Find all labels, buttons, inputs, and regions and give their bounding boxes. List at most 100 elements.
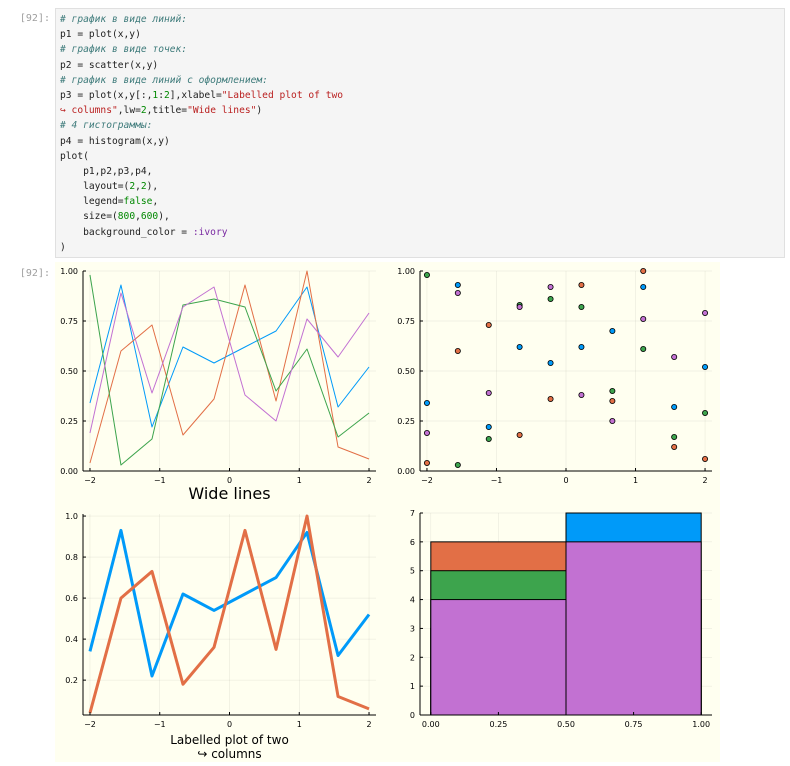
scatter-point xyxy=(547,283,554,290)
scatter-point xyxy=(578,304,585,311)
y-tick-label: 2 xyxy=(410,653,415,662)
scatter-point xyxy=(671,403,678,410)
code-line: p1 = plot(x,y) xyxy=(60,27,343,42)
y-tick-label: 1.0 xyxy=(65,512,78,521)
y-tick-label: 0.6 xyxy=(65,594,78,603)
code-token: 800 xyxy=(117,211,136,223)
code-token: size=( xyxy=(60,211,118,223)
y-tick-label: 4 xyxy=(410,596,415,605)
y-tick-label: 0.8 xyxy=(65,553,78,562)
scatter-point xyxy=(609,417,616,424)
y-tick-label: 1 xyxy=(410,682,415,691)
scatter-point xyxy=(640,268,647,274)
code-line: p3 = plot(x,y[:,1:2],xlabel="Labelled pl… xyxy=(60,88,343,103)
code-line: ↪ columns",lw=2,title="Wide lines") xyxy=(60,103,343,118)
y-tick-label: 5 xyxy=(410,567,415,576)
subplot-4 xyxy=(419,512,712,716)
scatter-point xyxy=(423,399,430,406)
scatter-point xyxy=(640,316,647,323)
y-tick-label: 0.2 xyxy=(65,676,78,685)
code-line: size=(800,600), xyxy=(60,209,343,224)
x-tick-label: 1 xyxy=(633,476,638,485)
code-line: # график в виде точек: xyxy=(60,42,343,57)
scatter-point xyxy=(547,395,554,402)
scatter-point xyxy=(702,310,709,317)
x-tick-label: 0.75 xyxy=(625,720,643,729)
x-tick-label: −1 xyxy=(154,720,166,729)
scatter-point xyxy=(423,459,430,466)
y-tick-label: 0.25 xyxy=(60,417,78,426)
code-token: ↪ columns" xyxy=(60,105,118,117)
code-editor[interactable]: # график в виде линий: p1 = plot(x,y) # гр… xyxy=(60,12,343,255)
output-prompt: [92]: xyxy=(19,268,50,279)
scatter-point xyxy=(640,346,647,353)
y-tick-label: 0.00 xyxy=(397,467,415,476)
y-tick-label: 0.75 xyxy=(397,317,415,326)
code-token: legend= xyxy=(60,196,124,208)
code-cell[interactable]: # график в виде линий: p1 = plot(x,y) # гр… xyxy=(55,8,785,258)
subplot-1 xyxy=(82,270,376,472)
series-line xyxy=(88,514,370,714)
x-tick-label: 0 xyxy=(227,476,232,485)
code-token: layout=( xyxy=(60,181,130,193)
series-line xyxy=(89,286,370,434)
series-line xyxy=(89,274,370,466)
code-line: # график в виде линий с оформлением: xyxy=(60,73,343,88)
code-token: "Wide lines" xyxy=(187,105,257,117)
code-token: background_color = xyxy=(60,226,193,238)
code-line: p1,p2,p3,p4, xyxy=(60,164,343,179)
code-token: "Labelled plot of two xyxy=(221,89,344,101)
x-tick-label: 1.00 xyxy=(692,720,710,729)
code-line: p4 = histogram(x,y) xyxy=(60,134,343,149)
code-line: legend=false, xyxy=(60,194,343,209)
code-token: 2 xyxy=(140,181,147,193)
code-line: plot( xyxy=(60,149,343,164)
scatter-point xyxy=(609,397,616,404)
code-token: , xyxy=(135,181,141,193)
code-token: # график в виде точек: xyxy=(60,44,188,56)
code-line: # 4 гистограммы: xyxy=(60,118,343,133)
scatter-point xyxy=(671,354,678,361)
x-tick-label: 0.00 xyxy=(422,720,440,729)
y-tick-label: 0.4 xyxy=(65,635,78,644)
x-axis-label: Labelled plot of two xyxy=(170,733,289,747)
x-tick-label: 2 xyxy=(366,476,371,485)
code-token: , xyxy=(152,196,159,208)
code-token: # график в виде линий: xyxy=(60,14,188,25)
x-tick-label: −2 xyxy=(84,720,96,729)
scatter-point xyxy=(640,283,647,290)
code-line: ) xyxy=(60,240,343,255)
scatter-point xyxy=(578,281,585,288)
scatter-point xyxy=(454,281,461,288)
x-tick-label: 1 xyxy=(297,720,302,729)
scatter-point xyxy=(454,348,461,355)
y-tick-label: 0.75 xyxy=(60,317,78,326)
x-tick-label: 0 xyxy=(563,476,568,485)
code-token: :ivory xyxy=(192,226,228,238)
code-line: background_color = :ivory xyxy=(60,225,343,240)
y-tick-label: 0.50 xyxy=(397,367,415,376)
code-token: p1 = plot(x,y) xyxy=(60,29,141,41)
scatter-point xyxy=(516,431,523,438)
subplot-title: Wide lines xyxy=(188,484,270,503)
scatter-point xyxy=(547,360,554,367)
code-token: ), xyxy=(158,211,170,223)
scatter-point xyxy=(547,296,554,303)
code-token: ],xlabel= xyxy=(169,89,222,101)
x-tick-label: 0.50 xyxy=(557,720,575,729)
scatter-point xyxy=(702,409,709,416)
x-tick-label: −2 xyxy=(84,476,96,485)
scatter-point xyxy=(423,271,430,278)
code-token: ,title= xyxy=(146,105,188,117)
histogram-bar xyxy=(565,541,702,716)
subplot-3 xyxy=(82,514,376,716)
code-token: p3 = plot(x,y[:, xyxy=(60,89,153,101)
y-tick-label: 6 xyxy=(410,538,415,547)
code-token: 2 xyxy=(163,89,170,101)
code-token: false xyxy=(123,196,153,208)
subplot-2 xyxy=(419,268,712,472)
code-token: p2 = scatter(x,y) xyxy=(60,59,159,71)
y-tick-label: 0.25 xyxy=(397,417,415,426)
scatter-point xyxy=(578,391,585,398)
code-token: , xyxy=(135,211,141,223)
